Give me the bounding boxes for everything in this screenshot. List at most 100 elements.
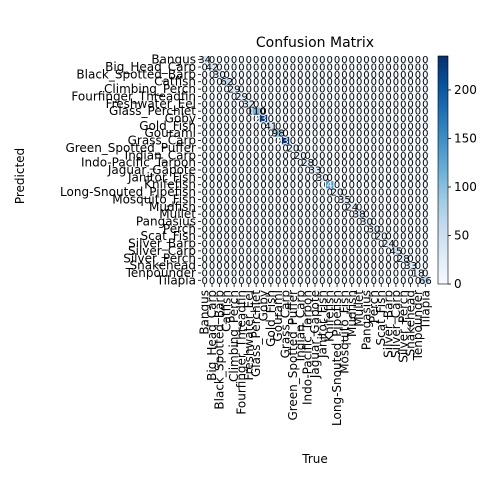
heatmap-cell [406,261,415,270]
heatmap-cell [252,195,261,204]
cell-value-label: 0 [378,70,384,81]
heatmap-cell [237,247,246,255]
heatmap-cell [201,158,209,167]
cell-value-label: 0 [268,180,274,191]
heatmap-cell [326,107,334,116]
heatmap-cell [362,85,371,94]
heatmap-cell [259,151,268,160]
x-tick-label: Mudfish [345,290,359,337]
cell-value-label: 0 [407,129,413,140]
heatmap-cell [326,173,334,182]
heatmap-cell [303,136,312,145]
heatmap-cell [296,114,305,123]
cell-value-label: 0 [319,166,325,177]
heatmap-cell [399,78,408,86]
heatmap-cell [259,269,268,277]
cell-value-label: 0 [327,77,333,88]
heatmap-cell [318,78,327,86]
cell-value-label: 0 [341,85,347,96]
cell-value-label: 0 [304,173,310,184]
cell-value-label: 0 [378,85,384,96]
cell-value-label: 0 [319,70,325,81]
cell-value-label: 66 [419,276,432,287]
cell-value-label: 0 [371,92,377,103]
cell-value-label: 0 [415,239,421,250]
cell-value-label: 0 [201,224,207,235]
cell-value-label: 0 [253,217,259,228]
heatmap-cell [326,239,334,248]
cell-value-label: 0 [290,77,296,88]
cell-value-label: 0 [238,85,244,96]
cell-value-label: 0 [260,136,266,147]
cell-value-label: 0 [268,254,274,265]
cell-value-label: 0 [319,77,325,88]
cell-value-label: 0 [209,121,215,132]
heatmap-cell [370,188,378,197]
heatmap-cell [252,166,261,174]
cell-value-label: 0 [371,77,377,88]
heatmap-cell [252,78,261,86]
cell-value-label: 0 [260,261,266,272]
heatmap-cell [281,122,290,130]
heatmap-cell [318,239,327,248]
heatmap-cell [296,261,305,270]
cell-value-label: 0 [385,261,391,272]
heatmap-cell [333,70,342,79]
heatmap-cell [355,92,364,101]
cell-value-label: 0 [282,261,288,272]
cell-value-label: 0 [224,217,230,228]
heatmap-cell [333,247,342,255]
cell-value-label: 0 [275,114,281,125]
heatmap-cell [421,100,430,108]
heatmap-cell [237,136,246,145]
cell-value-label: 0 [407,195,413,206]
cell-value-label: 0 [304,151,310,162]
cell-value-label: 0 [378,143,384,154]
cell-value-label: 0 [371,268,377,279]
cell-value-label: 0 [400,92,406,103]
cell-value-label: 0 [341,92,347,103]
heatmap-cell [362,151,371,160]
heatmap-cell [215,239,224,248]
cell-value-label: 0 [385,77,391,88]
heatmap-cell [377,122,386,130]
cell-value-label: 0 [341,188,347,199]
heatmap-cell [223,232,231,241]
cell-value-label: 0 [231,217,237,228]
heatmap-cell [406,181,415,189]
heatmap-cell [326,85,334,94]
heatmap-cell [355,144,364,152]
cell-value-label: 0 [385,202,391,213]
heatmap-cell [259,114,268,123]
heatmap-cell [318,254,327,263]
cell-value-label: 0 [393,217,399,228]
heatmap-cell [370,210,378,219]
cell-value-label: 0 [201,195,207,206]
cell-value-label: 0 [385,195,391,206]
cell-value-label: 0 [393,85,399,96]
cell-value-label: 0 [334,268,340,279]
heatmap-cell [230,195,239,204]
heatmap-cell [421,70,430,79]
cell-value-label: 0 [224,173,230,184]
heatmap-cell [406,276,415,285]
cell-value-label: 0 [216,77,222,88]
heatmap-cell [377,158,386,167]
cell-value-label: 0 [385,63,391,74]
heatmap-cell [259,276,268,285]
cell-value-label: 0 [216,210,222,221]
heatmap-cell [296,239,305,248]
cell-value-label: 0 [400,217,406,228]
heatmap-cell [406,254,415,263]
cell-value-label: 0 [253,77,259,88]
cell-value-label: 0 [393,143,399,154]
cell-value-label: 0 [385,173,391,184]
cell-value-label: 0 [363,92,369,103]
heatmap-cell [267,92,275,101]
cell-value-label: 0 [290,85,296,96]
heatmap-cell [237,151,246,160]
heatmap-cell [303,56,312,64]
cell-value-label: 0 [400,173,406,184]
cell-value-label: 0 [209,210,215,221]
heatmap-cell [252,210,261,219]
